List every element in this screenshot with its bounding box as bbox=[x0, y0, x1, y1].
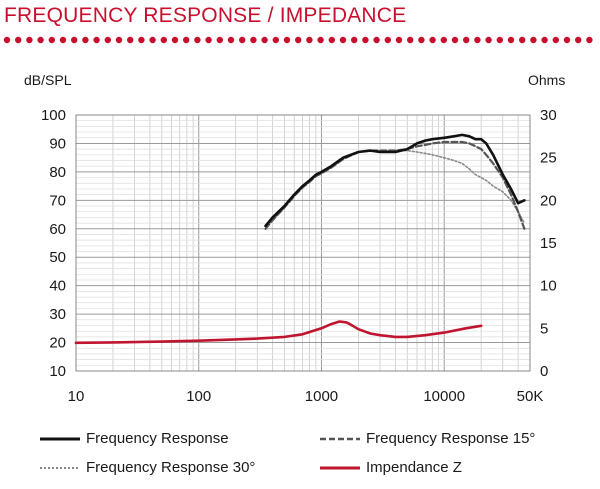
x-tick-label: 50K bbox=[517, 388, 544, 405]
y-tick-label: 80 bbox=[49, 164, 66, 181]
divider-dot bbox=[261, 36, 268, 44]
divider-dot bbox=[283, 36, 291, 44]
divider-dot bbox=[485, 36, 492, 44]
divider-dot bbox=[272, 36, 279, 44]
divider-dot bbox=[160, 36, 167, 44]
divider-dot bbox=[328, 36, 335, 44]
divider-dot bbox=[138, 36, 145, 44]
series-line-frequency-response bbox=[264, 133, 526, 228]
divider-dot bbox=[194, 36, 201, 44]
divider-dot bbox=[71, 36, 78, 44]
divider-dot bbox=[418, 36, 425, 44]
divider-dot bbox=[149, 36, 156, 44]
y2-tick-label: 20 bbox=[540, 192, 557, 209]
y-tick-label: 20 bbox=[49, 335, 66, 352]
chart-grid bbox=[75, 114, 531, 372]
y2-tick-label: 15 bbox=[540, 235, 557, 252]
divider-dot bbox=[563, 36, 571, 44]
divider-dot bbox=[127, 36, 134, 44]
y-tick-label: 30 bbox=[49, 306, 66, 323]
y2-tick-label: 30 bbox=[540, 107, 557, 124]
right-axis-label: Ohms bbox=[528, 72, 566, 88]
divider-dot bbox=[82, 36, 89, 44]
divider-dot bbox=[395, 36, 403, 44]
divider-dot bbox=[227, 36, 235, 44]
divider-dot bbox=[205, 36, 212, 44]
series-line-frequency-response-30 bbox=[264, 149, 526, 230]
divider-dot bbox=[37, 36, 44, 44]
divider-dot bbox=[93, 36, 100, 44]
divider-dot bbox=[541, 36, 548, 44]
y-tick-label: 10 bbox=[49, 363, 66, 380]
divider-dot bbox=[552, 36, 559, 44]
divider-dot bbox=[463, 36, 470, 44]
divider-dot bbox=[362, 36, 369, 44]
divider-dot bbox=[3, 36, 11, 44]
divider-dot bbox=[216, 36, 223, 44]
divider-dot bbox=[48, 36, 55, 44]
divider-dot bbox=[575, 36, 582, 44]
divider-dot bbox=[519, 36, 526, 44]
y-tick-label: 100 bbox=[41, 107, 66, 124]
y2-tick-label: 0 bbox=[540, 363, 548, 380]
x-tick-label: 1000 bbox=[305, 388, 338, 405]
y2-tick-label: 10 bbox=[540, 278, 557, 295]
divider-dot bbox=[440, 36, 447, 44]
series-line-impendance-z bbox=[74, 320, 483, 345]
y2-tick-label: 25 bbox=[540, 150, 557, 167]
divider-dot bbox=[373, 36, 380, 44]
divider-dot bbox=[507, 36, 515, 44]
left-axis-label: dB/SPL bbox=[24, 72, 72, 88]
divider-dot bbox=[384, 36, 391, 44]
y2-tick-label: 5 bbox=[540, 320, 548, 337]
divider-dot bbox=[351, 36, 358, 44]
divider-dot bbox=[586, 36, 593, 44]
divider-dot bbox=[15, 36, 22, 44]
divider-dot bbox=[295, 36, 302, 44]
divider-dot bbox=[530, 36, 537, 44]
divider-dot bbox=[115, 36, 123, 44]
divider-dot bbox=[250, 36, 257, 44]
x-tick-label: 10000 bbox=[423, 388, 465, 405]
x-tick-label: 100 bbox=[186, 388, 211, 405]
y-tick-label: 90 bbox=[49, 135, 66, 152]
divider-dot bbox=[339, 36, 347, 44]
divider-dot bbox=[183, 36, 190, 44]
divider-dot bbox=[104, 36, 112, 44]
y-tick-label: 50 bbox=[49, 249, 66, 266]
divider-dot bbox=[171, 36, 179, 44]
title-divider-dots bbox=[3, 36, 593, 44]
x-tick-label: 10 bbox=[68, 388, 85, 405]
plot-frame bbox=[75, 114, 531, 372]
divider-dot bbox=[317, 36, 324, 44]
divider-dot bbox=[26, 36, 33, 44]
divider-dot bbox=[429, 36, 436, 44]
chart-series bbox=[74, 133, 526, 345]
divider-dot bbox=[496, 36, 503, 44]
y-tick-label: 70 bbox=[49, 192, 66, 209]
divider-dot bbox=[407, 36, 414, 44]
divider-dot bbox=[306, 36, 313, 44]
page-title: FREQUENCY RESPONSE / IMPEDANCE bbox=[4, 4, 407, 27]
divider-dot bbox=[59, 36, 67, 44]
divider-dot bbox=[451, 36, 459, 44]
y-tick-label: 60 bbox=[49, 221, 66, 238]
divider-dot bbox=[474, 36, 481, 44]
divider-dot bbox=[239, 36, 246, 44]
plot-border bbox=[75, 114, 531, 372]
y-tick-label: 40 bbox=[49, 278, 66, 295]
